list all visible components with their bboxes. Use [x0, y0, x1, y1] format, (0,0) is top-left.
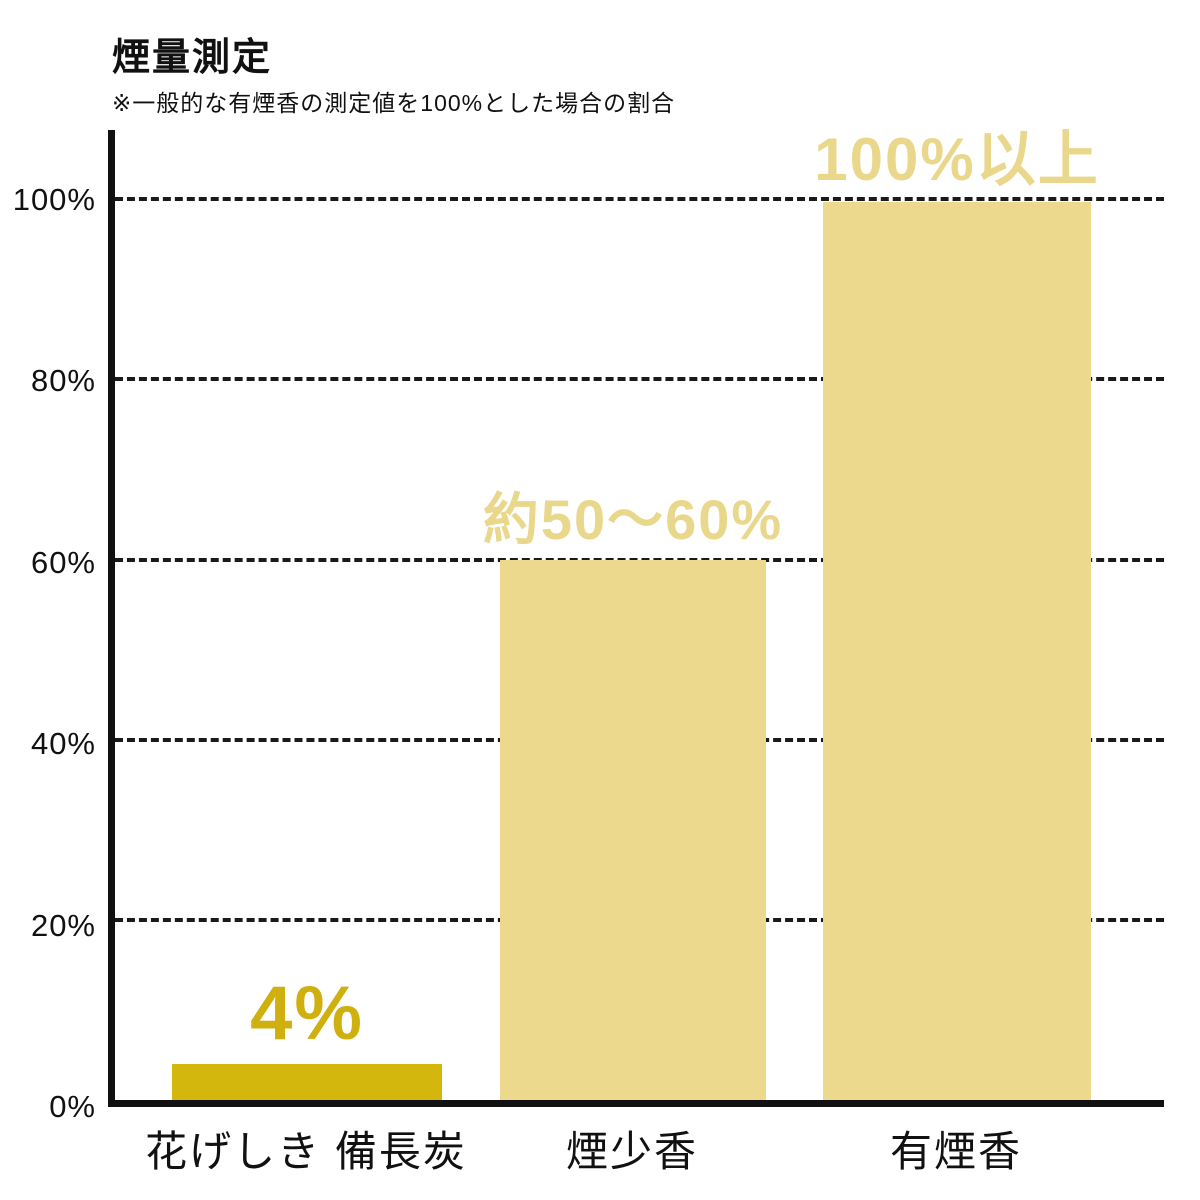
bar-value-label: 約50〜60% [482, 487, 784, 551]
ytick-5: 100% [12, 181, 96, 217]
bar-group-yuenko: 100%以上 [814, 130, 1098, 1100]
ytick-2: 40% [30, 726, 96, 762]
bar-group-enshouko: 約50〜60% [483, 130, 781, 1100]
bar-group-hanagesiki-binchotan: 4% [172, 130, 442, 1100]
bar [500, 559, 766, 1100]
ytick-4: 80% [30, 363, 96, 399]
x-category-label-2: 有煙香 [889, 1128, 1022, 1175]
plot-area: 4% 約50〜60% 100%以上 [108, 130, 1164, 1107]
bar-value-label: 100%以上 [814, 126, 1100, 193]
gridline [115, 377, 1164, 382]
y-axis-tick-labels: 0% 20% 40% 60% 80% 100% [0, 130, 96, 1124]
ytick-0: 0% [49, 1089, 96, 1124]
bar [823, 202, 1091, 1100]
x-category-label-0: 花げしき 備長炭 [145, 1128, 467, 1175]
bar [172, 1063, 442, 1100]
gridline [115, 197, 1164, 202]
ytick-3: 60% [30, 544, 96, 580]
chart-subtitle: ※一般的な有煙香の測定値を100%とした場合の割合 [112, 90, 676, 116]
bar-value-label: 4% [250, 970, 364, 1056]
chart-title: 煙量測定 [112, 37, 273, 79]
ytick-1: 20% [30, 907, 96, 943]
x-category-label-1: 煙少香 [565, 1128, 698, 1175]
